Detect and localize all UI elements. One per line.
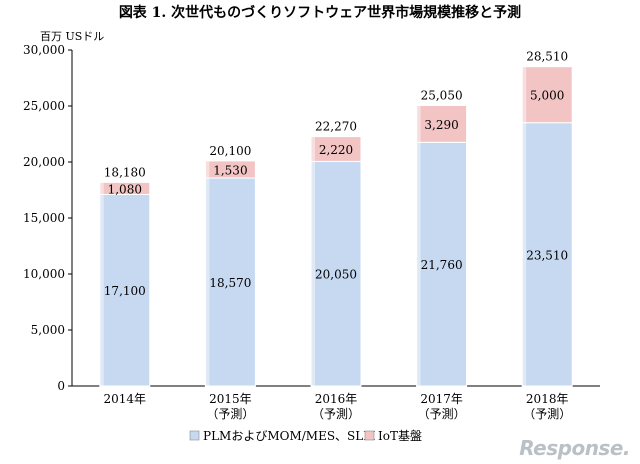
bar-highlight — [205, 160, 210, 179]
x-tick-note: （予測） — [523, 407, 571, 421]
x-tick-label: 2017年 — [420, 392, 463, 406]
y-tick-label: 0 — [57, 379, 65, 393]
data-label-iot: 2,220 — [319, 143, 353, 157]
y-tick-label: 15,000 — [23, 211, 65, 225]
data-label-plm: 17,100 — [104, 284, 146, 298]
bar-segment-plm — [204, 177, 256, 387]
data-label-iot: 5,000 — [530, 89, 564, 103]
bar-segment-plm — [416, 141, 468, 387]
total-label: 20,100 — [209, 144, 251, 158]
y-tick-label: 25,000 — [23, 99, 65, 113]
y-tick-label: 10,000 — [23, 267, 65, 281]
total-label: 18,180 — [104, 165, 146, 179]
x-tick-note: （予測） — [312, 407, 360, 421]
bar-highlight — [99, 182, 104, 195]
x-tick-label: 2018年 — [526, 392, 569, 406]
bar-highlight — [311, 161, 315, 386]
bar-highlight — [522, 122, 527, 387]
bar-segment-iot — [521, 66, 573, 124]
bar-highlight — [99, 194, 104, 386]
x-tick-label: 2016年 — [315, 392, 358, 406]
response-watermark-logo: Response. — [519, 436, 630, 460]
legend-item-plm-label: PLMおよびMOM/MES、SLM — [203, 429, 376, 443]
bar-highlight — [311, 136, 315, 162]
chart-title: 図表 1. 次世代ものづくりソフトウェア世界市場規模推移と予測 — [118, 5, 522, 21]
data-label-plm: 18,570 — [209, 276, 251, 290]
data-label-iot: 1,530 — [213, 163, 247, 177]
bar-highlight — [522, 66, 527, 123]
data-label-iot: 1,080 — [108, 182, 142, 196]
bar-segment-plm — [99, 193, 151, 387]
data-label-plm: 21,760 — [421, 258, 463, 272]
y-tick-label: 30,000 — [23, 43, 65, 57]
y-tick-label: 5,000 — [31, 323, 65, 337]
bar-highlight — [205, 178, 210, 386]
x-tick-note: （予測） — [206, 407, 254, 421]
bar-highlight — [416, 142, 421, 386]
total-label: 25,050 — [421, 88, 463, 102]
x-tick-label: 2015年 — [209, 392, 252, 406]
bar-segment-plm — [521, 122, 573, 387]
total-label: 22,270 — [315, 120, 357, 134]
legend-item-plm-swatch — [189, 430, 200, 441]
legend-item-iot-label: IoT基盤 — [378, 429, 422, 443]
legend-item-iot-swatch — [364, 430, 375, 441]
data-label-plm: 20,050 — [315, 268, 357, 282]
y-axis-unit-label: 百万 USドル — [40, 30, 105, 43]
bar-segment-iot — [416, 104, 468, 143]
bar-segment-iot — [99, 181, 151, 195]
total-label: 28,510 — [526, 50, 568, 64]
x-tick-note: （予測） — [418, 407, 466, 421]
data-label-plm: 23,510 — [526, 248, 568, 262]
bar-segment-plm — [310, 160, 362, 387]
y-tick-label: 20,000 — [23, 155, 65, 169]
bar-segment-iot — [204, 160, 256, 179]
bar-highlight — [416, 105, 421, 143]
bar-segment-iot — [310, 136, 362, 162]
data-label-iot: 3,290 — [424, 118, 458, 132]
x-tick-label: 2014年 — [104, 392, 147, 406]
